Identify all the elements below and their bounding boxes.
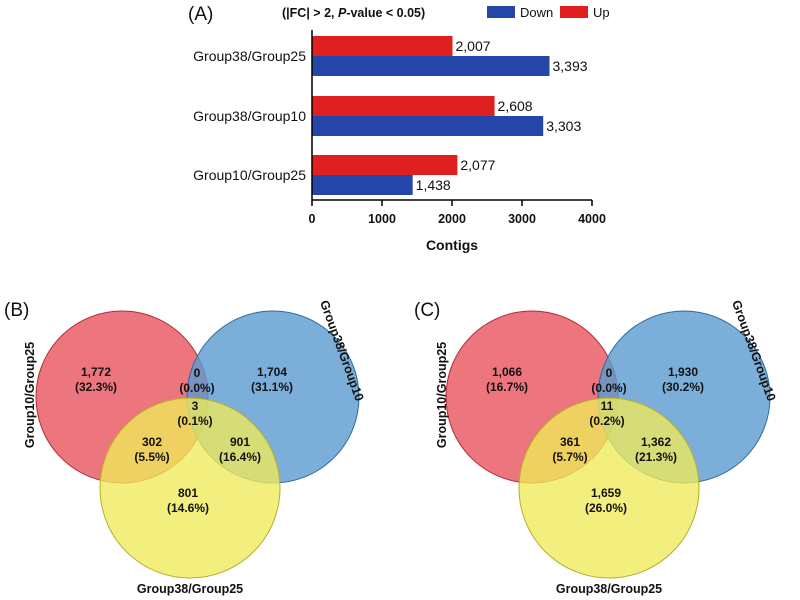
venn-b-set-label-3: Group38/Group25 [137, 582, 243, 596]
x-tick-label-4000: 4000 [578, 212, 606, 226]
bar-up-group38-group10 [312, 96, 495, 116]
x-axis-ticks: 0 1000 2000 3000 4000 [309, 200, 606, 226]
venn-c-region-4-percent: (5.7%) [552, 450, 587, 464]
venn-c-region-4-count: 361 [560, 435, 580, 449]
bar-up-group38-group25 [312, 36, 453, 56]
venn-diagram-c: Group10/Group25 Group38/Group10 Group38/… [435, 298, 779, 596]
y-tick-label-group10-group25: Group10/Group25 [193, 167, 306, 183]
panel-c-tag: (C) [414, 300, 440, 321]
data-label-down-group38-group10: 3,303 [546, 118, 581, 134]
legend-label-down: Down [520, 5, 553, 20]
venn-c-region-1-count: 0 [606, 366, 613, 380]
venn-c-region-6-count: 1,659 [591, 486, 621, 500]
venn-b-region-2-count: 1,704 [257, 365, 287, 379]
data-label-up-group38-group25: 2,007 [455, 38, 490, 54]
bar-down-group38-group10 [312, 116, 544, 136]
data-label-up-group10-group25: 2,077 [460, 157, 495, 173]
panel-b-tag: (B) [4, 300, 29, 321]
bar-up-group10-group25 [312, 155, 458, 175]
panel-a-tag: (A) [188, 4, 213, 25]
legend-swatch-down [487, 6, 515, 18]
x-axis-label: Contigs [426, 237, 478, 253]
venn-b-region-1-percent: (0.0%) [179, 381, 214, 395]
x-tick-label-1000: 1000 [368, 212, 396, 226]
bar-chart-plot: Group38/Group25 2,007 3,393 Group38/Group10… [193, 36, 588, 195]
venn-b-region-0-percent: (32.3%) [75, 380, 117, 394]
bar-down-group38-group25 [312, 56, 550, 76]
venn-c-region-2-percent: (30.2%) [662, 380, 704, 394]
venn-diagram-b: Group10/Group25 Group38/Group10 Group38/… [23, 298, 367, 596]
venn-b-region-3-percent: (0.1%) [177, 414, 212, 428]
x-tick-label-3000: 3000 [508, 212, 536, 226]
venn-c-region-5-percent: (21.3%) [635, 450, 677, 464]
venn-b-region-5-percent: (16.4%) [219, 450, 261, 464]
legend-label-up: Up [593, 5, 610, 20]
venn-b-set-label-1: Group10/Group25 [23, 342, 37, 448]
venn-c-region-5-count: 1,362 [641, 435, 671, 449]
data-label-down-group38-group25: 3,393 [553, 58, 588, 74]
y-tick-label-group38-group10: Group38/Group10 [193, 108, 306, 124]
venn-c-region-3-percent: (0.2%) [589, 414, 624, 428]
venn-c-region-3-count: 11 [601, 399, 614, 413]
venn-b-region-1-count: 0 [194, 366, 201, 380]
venn-c-region-0-percent: (16.7%) [486, 380, 528, 394]
data-label-up-group38-group10: 2,608 [498, 98, 533, 114]
venn-b-circle-group38-group25 [99, 397, 281, 579]
venn-b-region-0-count: 1,772 [81, 365, 111, 379]
venn-c-set-label-3: Group38/Group25 [556, 582, 662, 596]
legend-swatch-up [560, 6, 588, 18]
venn-b-region-6-percent: (14.6%) [167, 501, 209, 515]
x-tick-label-0: 0 [309, 212, 316, 226]
venn-c-region-1-percent: (0.0%) [591, 381, 626, 395]
chart-legend: Down Up [487, 5, 610, 20]
venn-c-region-6-percent: (26.0%) [585, 501, 627, 515]
venn-b-region-4-percent: (5.5%) [134, 450, 169, 464]
venn-c-set-label-1: Group10/Group25 [435, 342, 449, 448]
venn-b-region-3-count: 3 [192, 399, 199, 413]
venn-b-region-2-percent: (31.1%) [251, 380, 293, 394]
bar-down-group10-group25 [312, 175, 413, 195]
venn-c-circle-group38-group25 [518, 397, 700, 579]
venn-b-region-6-count: 801 [178, 486, 198, 500]
venn-b-region-5-count: 901 [230, 435, 250, 449]
venn-c-region-0-count: 1,066 [492, 365, 522, 379]
venn-c-region-2-count: 1,930 [668, 365, 698, 379]
venn-b-region-4-count: 302 [142, 435, 162, 449]
chart-title: (|FC| > 2, P-value < 0.05) [282, 6, 425, 20]
data-label-down-group10-group25: 1,438 [416, 177, 451, 193]
x-tick-label-2000: 2000 [438, 212, 466, 226]
y-tick-label-group38-group25: Group38/Group25 [193, 48, 306, 64]
